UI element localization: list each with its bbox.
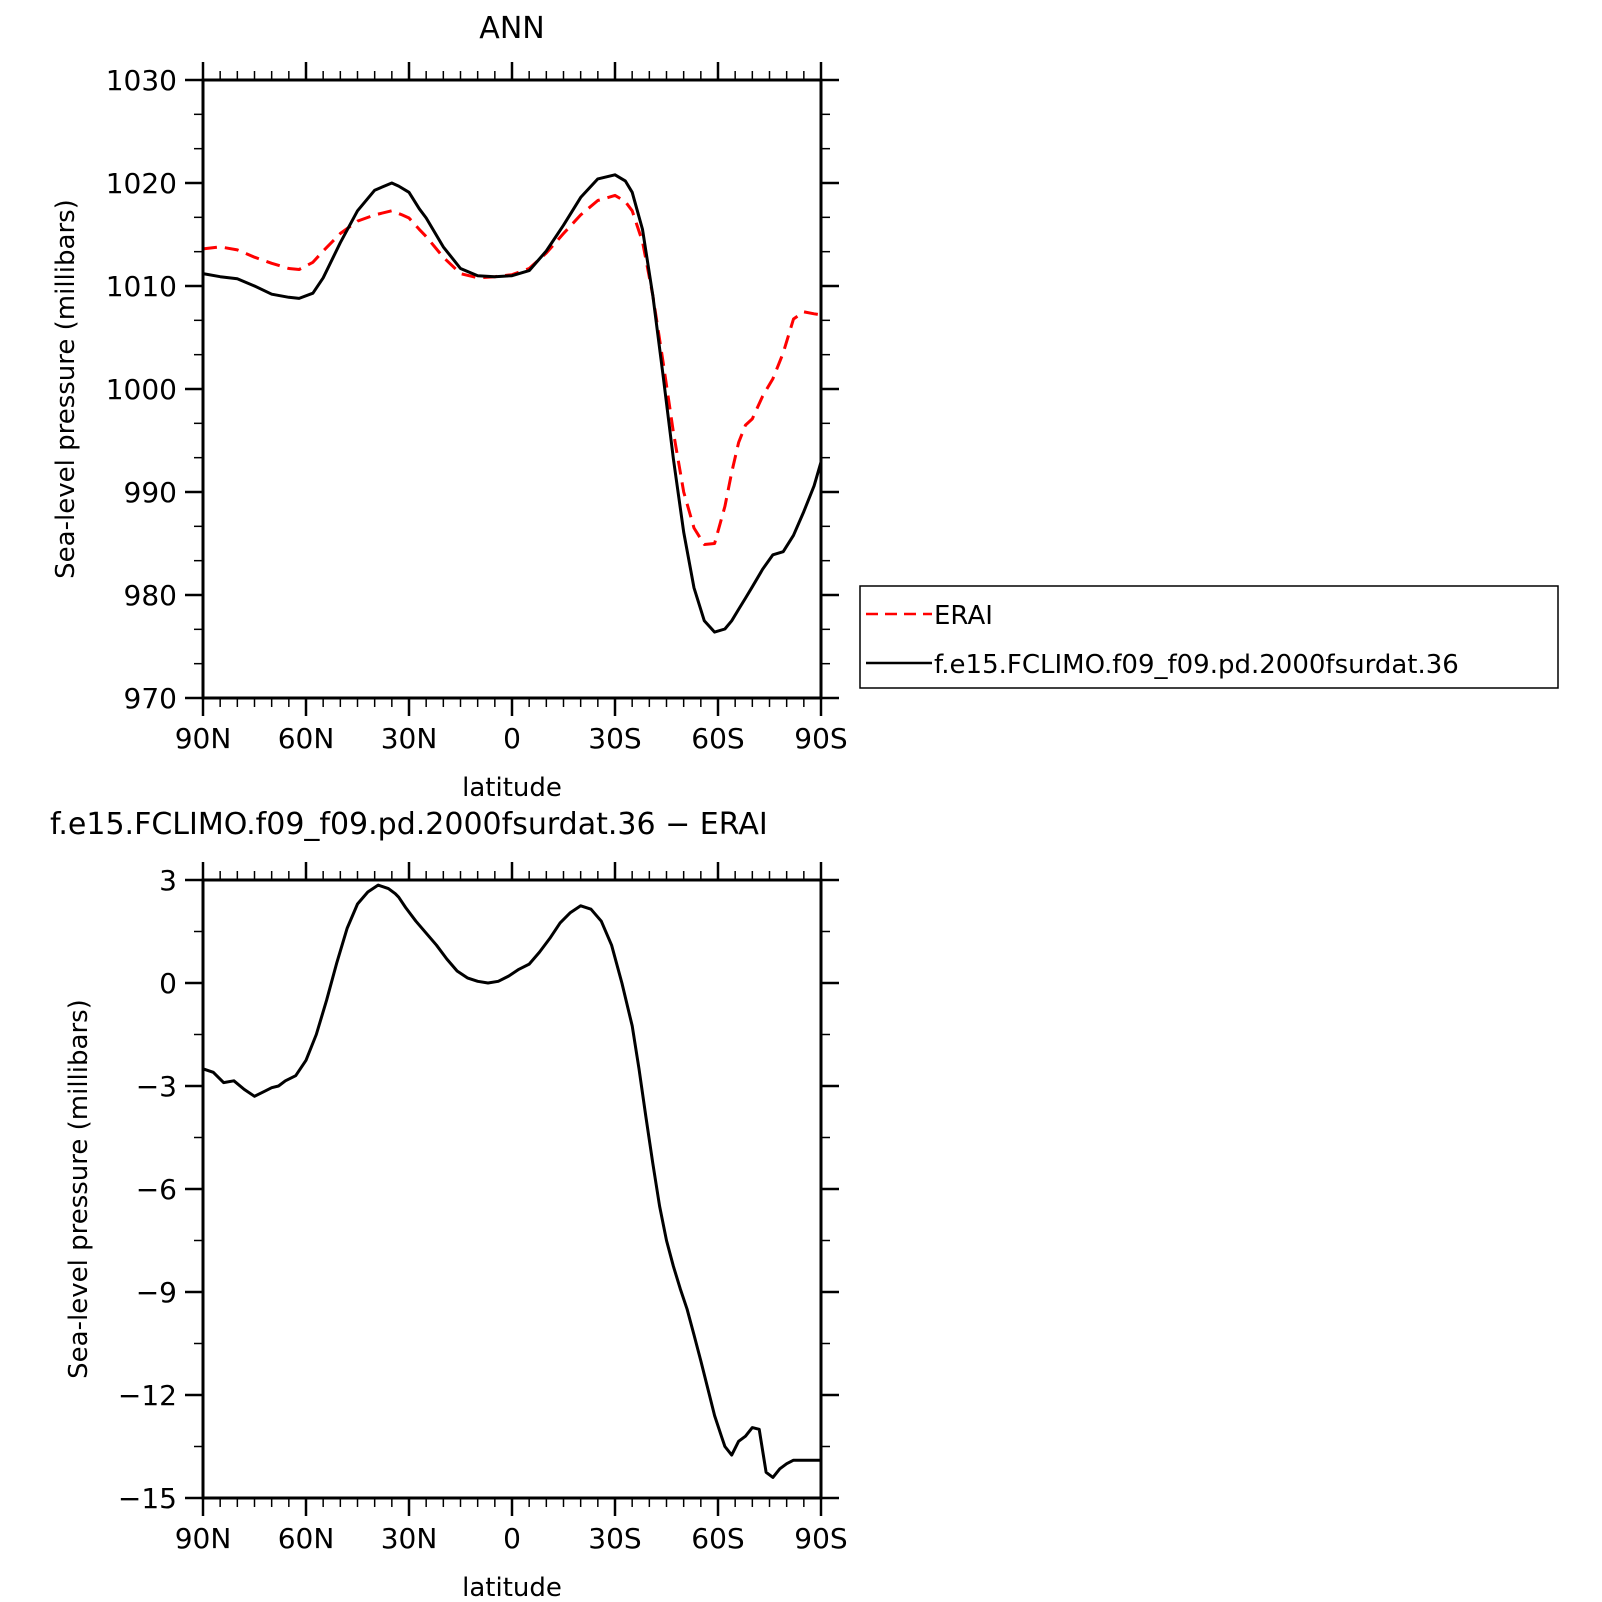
y-tick-label: 3	[159, 864, 177, 897]
y-tick-label: −6	[136, 1173, 177, 1206]
panel1-x-axis-label: latitude	[462, 773, 562, 803]
panel2-y-tick-labels: −15 −12 −9 −6 −3 0 3	[118, 864, 177, 1515]
x-tick-label: 60S	[691, 722, 744, 755]
legend-box	[859, 585, 1559, 689]
series-line-2	[202, 173, 823, 634]
y-tick-label: −15	[118, 1482, 177, 1515]
y-tick-label: −12	[118, 1379, 177, 1412]
x-tick-label: 90S	[794, 1522, 847, 1555]
series-line-1	[202, 193, 822, 546]
panel1-ticks	[185, 62, 839, 716]
panel2-frame	[201, 878, 823, 1500]
panel2-x-axis-label: latitude	[462, 1573, 562, 1602]
panel1-frame	[201, 78, 823, 700]
y-tick-label: 970	[124, 682, 177, 715]
panel-ann: ANN 970 980 990 1000 1010 1020 1030 90N 60N 30N 0…	[51, 11, 848, 803]
panel2-ticks	[185, 862, 839, 1516]
series-line-1	[202, 883, 821, 1479]
y-tick-label: −3	[136, 1070, 177, 1103]
panel1-y-axis-label: Sea-level pressure (millibars)	[51, 199, 81, 579]
panel2-title: f.e15.FCLIMO.f09_f09.pd.2000fsurdat.36 −…	[50, 807, 768, 842]
y-tick-label: −9	[136, 1276, 177, 1309]
y-tick-label: 1020	[106, 167, 177, 200]
y-tick-label: 980	[124, 579, 177, 612]
x-tick-label: 60S	[691, 1522, 744, 1555]
legend: ERAI f.e15.FCLIMO.f09_f09.pd.2000fsurdat…	[859, 585, 1559, 689]
x-tick-label: 30N	[381, 722, 438, 755]
panel1-title: ANN	[479, 11, 544, 46]
x-tick-label: 90S	[794, 722, 847, 755]
legend-label-erai: ERAI	[934, 601, 993, 631]
y-tick-label: 1010	[106, 270, 177, 303]
x-tick-label: 0	[503, 1522, 521, 1555]
x-tick-label: 30N	[381, 1522, 438, 1555]
panel2-lines	[202, 883, 821, 1479]
y-tick-label: 0	[159, 967, 177, 1000]
x-tick-label: 90N	[175, 722, 232, 755]
x-tick-label: 60N	[278, 1522, 335, 1555]
x-tick-label: 90N	[175, 1522, 232, 1555]
x-tick-label: 30S	[588, 1522, 641, 1555]
panel2-y-axis-label: Sea-level pressure (millibars)	[64, 999, 94, 1379]
panel1-lines	[202, 173, 823, 634]
panel2-x-tick-labels: 90N 60N 30N 0 30S 60S 90S	[175, 1522, 848, 1555]
panel-difference: f.e15.FCLIMO.f09_f09.pd.2000fsurdat.36 −…	[50, 807, 848, 1602]
y-tick-label: 990	[124, 476, 177, 509]
y-tick-label: 1030	[106, 64, 177, 97]
x-tick-label: 60N	[278, 722, 335, 755]
legend-label-model: f.e15.FCLIMO.f09_f09.pd.2000fsurdat.36	[934, 650, 1459, 680]
x-tick-label: 30S	[588, 722, 641, 755]
panel1-y-tick-labels: 970 980 990 1000 1010 1020 1030	[106, 64, 177, 715]
panel1-x-tick-labels: 90N 60N 30N 0 30S 60S 90S	[175, 722, 848, 755]
y-tick-label: 1000	[106, 373, 177, 406]
x-tick-label: 0	[503, 722, 521, 755]
